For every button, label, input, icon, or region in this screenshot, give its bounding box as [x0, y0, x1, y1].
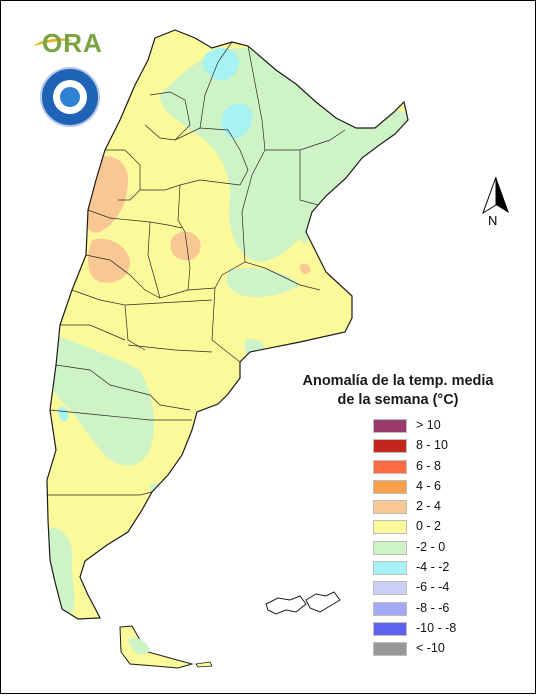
legend-label: -6 - -4 — [416, 580, 450, 595]
legend-label: 8 - 10 — [416, 438, 448, 453]
legend-item: -10 - -8 — [373, 620, 513, 640]
legend-label: < -10 — [416, 641, 445, 656]
argentina-outline — [46, 29, 409, 620]
legend-swatch — [373, 459, 407, 474]
tierra-del-fuego — [119, 625, 194, 669]
legend-label: -8 - -6 — [416, 600, 450, 615]
smn-seal-core — [60, 87, 80, 107]
warm-spot-cordoba — [170, 231, 201, 261]
isla-de-los-estados — [195, 661, 213, 668]
legend-label: 2 - 4 — [416, 499, 442, 514]
north-arrow-icon — [482, 176, 509, 215]
legend-label: -2 - 0 — [416, 539, 446, 554]
legend-title: Anomalía de la temp. media de la semana … — [290, 372, 506, 410]
warm-spot-east — [300, 263, 311, 274]
legend-label: -4 - -2 — [416, 560, 450, 575]
legend-label: > 10 — [416, 418, 441, 432]
legend-swatch — [373, 500, 407, 515]
legend-item: -6 - -4 — [373, 579, 513, 599]
cool-zone-mesopotamia — [288, 106, 408, 245]
legend-swatch — [373, 479, 407, 494]
ora-logo-text: ORA — [42, 28, 103, 58]
legend-item: 6 - 8 — [373, 458, 513, 478]
legend-list: > 10 8 - 10 6 - 8 4 - 6 2 - 4 0 - 2 -2 -… — [373, 417, 513, 661]
cold-spot-chaco — [221, 103, 253, 139]
legend-label: -10 - -8 — [416, 620, 457, 635]
legend-item: 4 - 6 — [373, 478, 513, 498]
legend-swatch — [373, 439, 407, 454]
legend-label: 6 - 8 — [416, 458, 442, 473]
legend-title-line2: de la semana (°C) — [337, 392, 459, 408]
islas-malvinas — [265, 591, 341, 615]
legend-item: -8 - -6 — [373, 600, 513, 620]
legend-item: 2 - 4 — [373, 498, 513, 518]
legend-swatch — [373, 520, 407, 535]
legend-item: -4 - -2 — [373, 559, 513, 579]
legend-swatch — [373, 601, 407, 616]
tierra-del-fuego-cool — [128, 637, 150, 655]
legend-item: -2 - 0 — [373, 539, 513, 559]
ora-logo: ORA — [33, 28, 104, 58]
north-label: N — [488, 213, 498, 228]
legend-item: 0 - 2 — [373, 518, 513, 538]
legend-item: 8 - 10 — [373, 437, 513, 457]
warm-zone-cuyo-south — [87, 238, 130, 283]
legend-swatch — [373, 561, 407, 576]
cold-spot-north — [203, 47, 239, 81]
cold-spot-patagonia — [58, 406, 69, 422]
smn-seal-logo — [40, 67, 100, 127]
legend-item: < -10 — [373, 640, 513, 660]
legend-label: 4 - 6 — [416, 478, 442, 493]
legend-swatch — [373, 642, 407, 657]
legend-label: 0 - 2 — [416, 519, 442, 534]
legend-swatch — [373, 621, 407, 636]
legend-swatch — [373, 419, 407, 433]
legend-title-line1: Anomalía de la temp. media — [302, 373, 494, 389]
legend-item: > 10 — [373, 417, 513, 437]
legend-swatch — [373, 581, 407, 596]
cool-zone-patagonia-west — [47, 330, 155, 466]
cool-zone-buenos-aires — [226, 268, 300, 297]
legend-swatch — [373, 540, 407, 555]
cool-zone-patagonia-east — [150, 483, 181, 516]
province-boundaries — [47, 41, 346, 496]
